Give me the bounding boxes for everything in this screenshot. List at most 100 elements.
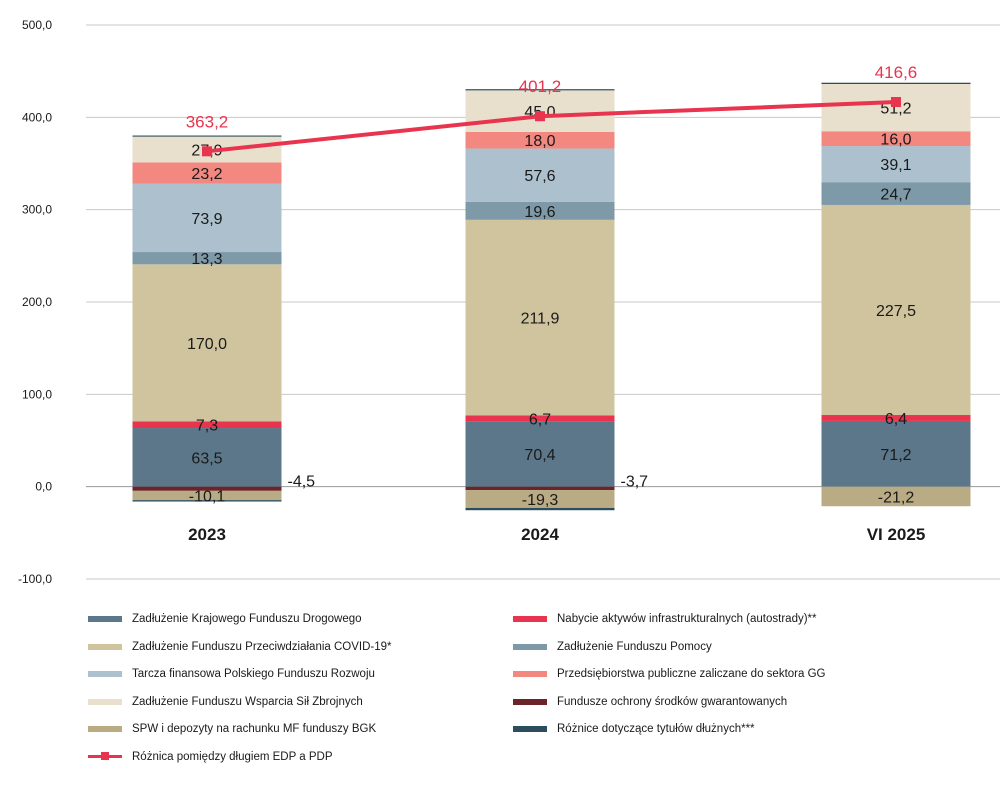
legend-label: Przedsiębiorstwa publiczne zaliczane do … <box>557 668 826 680</box>
bar-segment-spw-2 <box>821 486 971 507</box>
x-category-label: 2023 <box>188 525 226 544</box>
bar-segment-spw-0 <box>132 490 282 501</box>
bar-segment-gg-0 <box>132 162 282 184</box>
legend-item-pomocy: Zadłużenie Funduszu Pomocy <box>513 636 712 658</box>
data-label-pfr-2: 39,1 <box>880 157 911 174</box>
bar-segment-gg-2 <box>821 131 971 147</box>
legend: Zadłużenie Krajowego Funduszu Drogowego Z… <box>88 603 988 793</box>
line-marker <box>891 97 901 108</box>
legend-label: Nabycie aktywów infrastrukturalnych (aut… <box>557 613 817 625</box>
bar-segment-roznice-2 <box>821 82 971 85</box>
data-label-pomocy-2: 24,7 <box>880 187 911 204</box>
bar-segment-autostrady-0 <box>132 421 282 429</box>
data-label-fwsz-2: 51,2 <box>880 101 911 118</box>
line-marker <box>535 111 545 122</box>
data-label-autostrady-2: 6,4 <box>885 411 907 428</box>
data-label-autostrady-0: 7,3 <box>196 418 218 435</box>
y-tick-label: 200,0 <box>22 295 52 309</box>
legend-swatch <box>513 616 547 622</box>
legend-label: Różnica pomiędzy długiem EDP a PDP <box>132 750 333 763</box>
legend-label: Zadłużenie Funduszu Pomocy <box>557 640 712 653</box>
bar-segment-ochrony-0 <box>132 486 282 491</box>
y-tick-label: 300,0 <box>22 203 52 217</box>
legend-swatch <box>513 643 547 650</box>
y-tick-label: 400,0 <box>22 110 52 124</box>
bar-segment-pomocy-0 <box>132 252 282 265</box>
bar-segment-ochrony-1 <box>465 486 615 491</box>
legend-swatch <box>88 726 122 732</box>
bar-segment-covid-1 <box>465 219 615 416</box>
data-label-pfr-1: 57,6 <box>524 168 555 185</box>
y-tick-label: 0,0 <box>35 480 52 494</box>
data-label-spw-2: -21,2 <box>878 489 915 506</box>
data-label-kfd-1: 70,4 <box>524 447 555 464</box>
bar-segment-fwsz-1 <box>465 90 615 132</box>
bar-segment-gg-1 <box>465 131 615 149</box>
data-label-pomocy-0: 13,3 <box>191 251 222 268</box>
legend-label: Zadłużenie Funduszu Wsparcia Sił Zbrojny… <box>132 695 363 708</box>
bar-segment-kfd-2 <box>821 420 971 487</box>
bar-segment-kfd-1 <box>465 421 615 487</box>
legend-item-pfr: Tarcza finansowa Polskiego Funduszu Rozw… <box>88 663 375 685</box>
legend-item-spw: SPW i depozyty na rachunku MF funduszy B… <box>88 718 376 740</box>
x-category-label: 2024 <box>521 525 559 544</box>
data-label-kfd-2: 71,2 <box>880 447 911 464</box>
legend-item-covid: Zadłużenie Funduszu Przeciwdziałania COV… <box>88 636 392 658</box>
line-layer: 363,2 401,2 416,6 <box>186 63 917 157</box>
x-category-label: VI 2025 <box>867 525 926 544</box>
legend-item-line: Różnica pomiędzy długiem EDP a PDP <box>88 746 333 768</box>
legend-swatch <box>513 726 547 732</box>
legend-label: Różnice dotyczące tytułów dłużnych*** <box>557 723 755 735</box>
legend-item-kfd: Zadłużenie Krajowego Funduszu Drogowego <box>88 608 362 630</box>
legend-swatch <box>88 671 122 677</box>
bar-segment-pomocy-2 <box>821 182 971 205</box>
data-label-pfr-0: 73,9 <box>191 211 222 228</box>
data-label-kfd-0: 63,5 <box>191 450 222 467</box>
bar-segment-autostrady-1 <box>465 415 615 422</box>
data-label-spw-1: -19,3 <box>522 492 559 509</box>
legend-label: Tarcza finansowa Polskiego Funduszu Rozw… <box>132 668 375 680</box>
legend-item-fwsz: Zadłużenie Funduszu Wsparcia Sił Zbrojny… <box>88 691 363 713</box>
bar-segment-autostrady-2 <box>821 415 971 421</box>
legend-item-ochrony: Fundusze ochrony środków gwarantowanych <box>513 691 787 713</box>
legend-swatch <box>513 671 547 677</box>
data-label-autostrady-1: 6,7 <box>529 412 551 429</box>
legend-swatch <box>88 616 122 622</box>
bar-segment-pfr-0 <box>132 183 282 253</box>
bar-segment-kfd-0 <box>132 428 282 487</box>
legend-label: Zadłużenie Krajowego Funduszu Drogowego <box>132 613 362 625</box>
labels-layer: 63,57,3170,013,373,923,227,9-4,5-10,1202… <box>187 101 925 544</box>
line-value-label: 363,2 <box>186 112 229 131</box>
legend-swatch <box>88 643 122 650</box>
legend-swatch <box>88 698 122 705</box>
bar-segment-fwsz-2 <box>821 84 971 132</box>
y-tick-label: 500,0 <box>22 18 52 32</box>
y-tick-label: -100,0 <box>18 572 52 586</box>
legend-label: Fundusze ochrony środków gwarantowanych <box>557 695 788 708</box>
line-value-label: 401,2 <box>519 77 562 96</box>
legend-swatch <box>513 698 547 705</box>
legend-item-autostrady: Nabycie aktywów infrastrukturalnych (aut… <box>513 608 817 630</box>
bar-segment-spw-1 <box>465 490 615 508</box>
bar-segment-covid-2 <box>821 204 971 416</box>
bar-segment-pfr-1 <box>465 148 615 202</box>
data-label-gg-0: 23,2 <box>191 166 222 183</box>
data-label-pomocy-1: 19,6 <box>524 204 555 221</box>
bar-segment-roznice_neg-1 <box>465 507 615 511</box>
data-label-ochrony-0: -4,5 <box>288 474 316 491</box>
bar-segment-pomocy-1 <box>465 201 615 220</box>
bar-segment-roznice_neg-0 <box>132 500 282 502</box>
data-label-gg-1: 18,0 <box>524 133 555 150</box>
bar-segment-roznice-1 <box>465 89 615 91</box>
legend-item-gg: Przedsiębiorstwa publiczne zaliczane do … <box>513 663 825 685</box>
legend-label: Zadłużenie Funduszu Przeciwdziałania COV… <box>132 640 392 653</box>
bar-segment-roznice-0 <box>132 135 282 137</box>
bar-segment-pfr-2 <box>821 146 971 183</box>
y-tick-label: 100,0 <box>22 387 52 401</box>
legend-swatch <box>88 752 122 760</box>
data-label-covid-1: 211,9 <box>521 311 560 328</box>
bar-segment-covid-0 <box>132 264 282 422</box>
data-label-covid-0: 170,0 <box>187 336 227 353</box>
data-label-covid-2: 227,5 <box>876 303 916 320</box>
line-marker <box>202 146 212 157</box>
